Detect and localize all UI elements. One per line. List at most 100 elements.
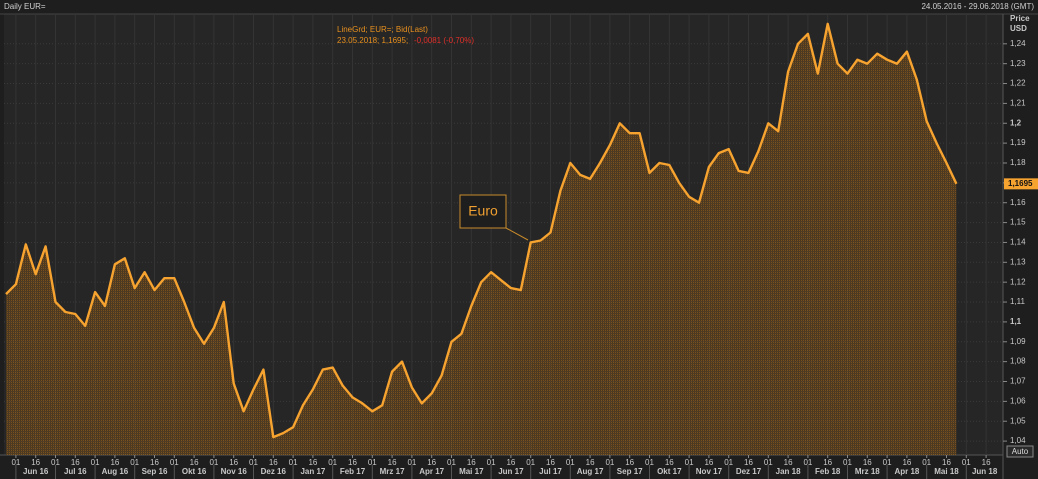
x-tick-label: 01 (962, 458, 971, 467)
y-tick-label: 1,04 (1010, 436, 1026, 445)
y-tick-label: 1,11 (1010, 297, 1026, 306)
area-fill (6, 23, 957, 456)
annotation-pointer (505, 227, 529, 241)
y-tick-label: 1,22 (1010, 79, 1026, 88)
y-tick-label: 1,09 (1010, 337, 1026, 346)
x-tick-label: 01 (91, 458, 100, 467)
x-tick-label: 01 (407, 458, 416, 467)
x-tick-label: 16 (388, 458, 397, 467)
x-tick-label: 16 (110, 458, 119, 467)
y-tick-label: 1,12 (1010, 277, 1026, 286)
y-tick-label: 1,15 (1010, 218, 1026, 227)
x-tick-label: 01 (170, 458, 179, 467)
y-tick-label: 1,1 (1010, 317, 1022, 326)
x-tick-label: 16 (229, 458, 238, 467)
month-label: Apr 18 (894, 467, 919, 476)
month-label: Jul 16 (64, 467, 87, 476)
price-line (5, 22, 958, 439)
month-label: Mrz 18 (855, 467, 880, 476)
x-tick-label: 16 (586, 458, 595, 467)
month-label: Jan 18 (776, 467, 801, 476)
y-tick-label: 1,13 (1010, 257, 1026, 266)
x-tick-label: 01 (289, 458, 298, 467)
month-label: Dez 17 (736, 467, 762, 476)
legend-text: LineGrd; EUR=; Bid(Last) (337, 25, 428, 34)
month-label: Aug 16 (102, 467, 129, 476)
y-tick-label: 1,07 (1010, 377, 1026, 386)
month-label: Mai 18 (934, 467, 959, 476)
x-tick-label: 16 (704, 458, 713, 467)
x-tick-label: 01 (685, 458, 694, 467)
y-label: USD (1010, 24, 1027, 33)
annotation: Euro (468, 203, 498, 219)
x-tick-label: 01 (209, 458, 218, 467)
legend-change: -0,0081 (-0,70%) (414, 36, 474, 45)
x-tick-label: 16 (625, 458, 634, 467)
month-label: Dez 16 (261, 467, 287, 476)
month-label: Jun 18 (972, 467, 998, 476)
x-tick-label: 16 (308, 458, 317, 467)
y-tick-label: 1,19 (1010, 138, 1026, 147)
y-tick-label: 1,05 (1010, 416, 1026, 425)
auto-button-label[interactable]: Auto (1012, 447, 1029, 456)
month-label: Feb 18 (815, 467, 841, 476)
x-tick-label: 16 (71, 458, 80, 467)
y-tick-label: 1,21 (1010, 99, 1026, 108)
month-label: Nov 16 (221, 467, 248, 476)
month-label: Mai 17 (459, 467, 484, 476)
month-label: Nov 17 (696, 467, 723, 476)
x-tick-label: 01 (922, 458, 931, 467)
month-label: Jan 17 (300, 467, 325, 476)
x-tick-label: 16 (863, 458, 872, 467)
marks (5, 22, 958, 456)
month-label: Jul 17 (539, 467, 562, 476)
x-tick-label: 16 (665, 458, 674, 467)
x-tick-label: 16 (150, 458, 159, 467)
x-tick-label: 01 (526, 458, 535, 467)
month-label: Okt 16 (182, 467, 207, 476)
x-tick-label: 01 (130, 458, 139, 467)
month-label: Jun 16 (23, 467, 49, 476)
last-value-label: 1,1695 (1008, 179, 1033, 188)
month-label: Feb 17 (340, 467, 366, 476)
y-label: Price (1010, 14, 1030, 23)
x-tick-label: 01 (368, 458, 377, 467)
x-tick-label: 16 (823, 458, 832, 467)
auto-button[interactable] (1006, 445, 1034, 458)
x-tick-label: 16 (31, 458, 40, 467)
x-tick-label: 16 (506, 458, 515, 467)
x-tick-label: 16 (546, 458, 555, 467)
x-tick-label: 01 (843, 458, 852, 467)
annotation-box (459, 194, 507, 229)
y-tick-label: 1,16 (1010, 198, 1026, 207)
x-tick-label: 16 (902, 458, 911, 467)
x-tick-label: 16 (269, 458, 278, 467)
month-label: Jun 17 (498, 467, 524, 476)
month-label: Mrz 17 (380, 467, 405, 476)
y-tick-label: 1,14 (1010, 238, 1026, 247)
x-tick-label: 01 (487, 458, 496, 467)
y-tick-label: 1,08 (1010, 357, 1026, 366)
y-tick-label: 1,18 (1010, 158, 1026, 167)
last-value-box (1004, 178, 1038, 190)
x-tick-label: 01 (51, 458, 60, 467)
y-tick-label: 1,2 (1010, 118, 1022, 127)
month-label: Sep 16 (142, 467, 168, 476)
x-tick-label: 16 (427, 458, 436, 467)
month-label: Sep 17 (617, 467, 643, 476)
x-tick-label: 16 (784, 458, 793, 467)
month-label: Apr 17 (419, 467, 444, 476)
x-tick-label: 16 (190, 458, 199, 467)
x-tick-label: 16 (942, 458, 951, 467)
month-label: Aug 17 (577, 467, 604, 476)
chart-title: Daily EUR= (4, 2, 46, 11)
x-tick-label: 01 (447, 458, 456, 467)
x-tick-label: 16 (744, 458, 753, 467)
x-tick-label: 01 (249, 458, 258, 467)
month-label: Okt 17 (657, 467, 682, 476)
y-tick-label: 1,23 (1010, 59, 1026, 68)
x-tick-label: 16 (348, 458, 357, 467)
x-tick-label: 16 (982, 458, 991, 467)
